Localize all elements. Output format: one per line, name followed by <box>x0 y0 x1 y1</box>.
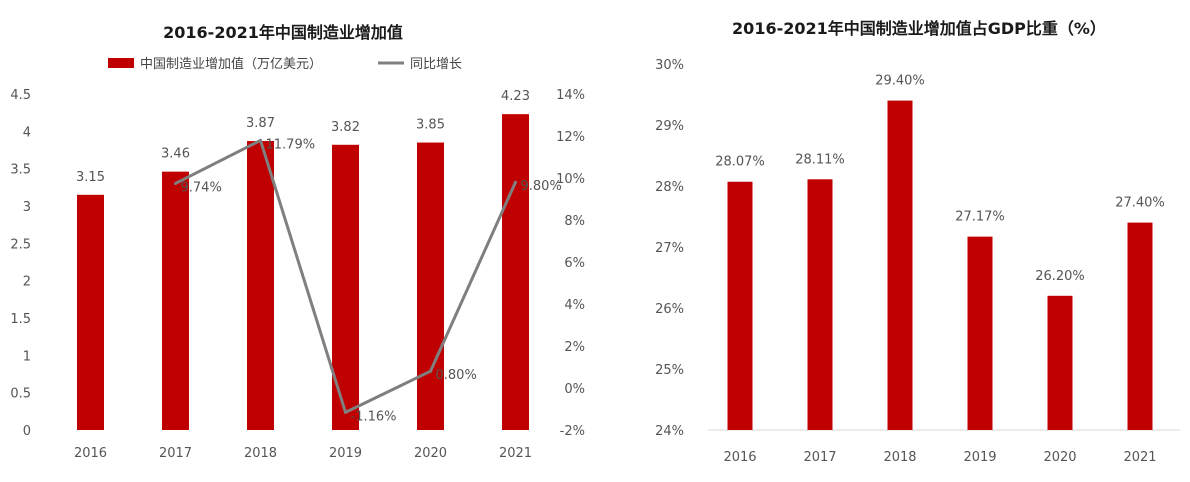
x-tick-label: 2016 <box>723 450 756 465</box>
bar <box>807 179 833 430</box>
y-right-tick-label: 2% <box>564 340 585 355</box>
bar-data-label: 29.40% <box>875 74 925 89</box>
y-tick-label: 26% <box>655 302 684 317</box>
x-tick-label: 2020 <box>414 446 447 461</box>
line-point <box>344 410 347 414</box>
bar-data-label: 3.85 <box>416 118 445 133</box>
y-left-tick-label: 0 <box>23 424 31 439</box>
x-tick-label: 2017 <box>159 446 192 461</box>
line-data-label: 0.80% <box>436 368 477 383</box>
bar-data-label: 28.07% <box>715 155 765 170</box>
left-chart-svg: 2016-2021年中国制造业增加值 中国制造业增加值（万亿美元） 同比增长 0… <box>10 23 585 461</box>
x-tick-label: 2018 <box>244 446 277 461</box>
x-tick-label: 2020 <box>1043 450 1076 465</box>
y-right-tick-label: 10% <box>556 172 585 187</box>
x-tick-label: 2019 <box>329 446 362 461</box>
plot-area: 24% 25% 26% 27% 28% 29% 30% 2016 2017 2018 2019 202… <box>655 58 1180 465</box>
x-tick-label: 2019 <box>963 450 996 465</box>
bar-data-label: 27.40% <box>1115 196 1165 211</box>
y-tick-label: 24% <box>655 424 684 439</box>
bar <box>887 100 913 430</box>
legend-bar-swatch <box>108 58 134 68</box>
line-data-label: -1.16% <box>351 409 397 424</box>
plot-area: 0 0.5 1 1.5 2 2.5 3 3.5 4 4.5 -2% 0% 2% 4% 6% 8% 10% 12% 1… <box>10 88 585 461</box>
y-left-tick-label: 2.5 <box>10 237 31 252</box>
legend: 中国制造业增加值（万亿美元） 同比增长 <box>108 56 462 72</box>
y-left-tick-label: 3 <box>23 200 31 215</box>
chart-title: 2016-2021年中国制造业增加值占GDP比重（%） <box>732 19 1106 38</box>
y-tick-label: 27% <box>655 241 684 256</box>
y-right-tick-label: 6% <box>564 256 585 271</box>
y-right-tick-label: 8% <box>564 214 585 229</box>
y-right-tick-label: 4% <box>564 298 585 313</box>
y-right-tick-label: 0% <box>564 382 585 397</box>
x-tick-label: 2018 <box>883 450 916 465</box>
bar-data-label: 3.82 <box>331 120 360 135</box>
bar <box>247 141 274 431</box>
y-left-tick-label: 3.5 <box>10 163 31 178</box>
y-left-tick-label: 1 <box>23 349 31 364</box>
x-tick-label: 2016 <box>74 446 107 461</box>
y-tick-label: 28% <box>655 180 684 195</box>
x-tick-label: 2017 <box>803 450 836 465</box>
line-data-label: 9.74% <box>181 180 222 195</box>
line-data-label: 9.80% <box>521 179 562 194</box>
line-point <box>259 138 262 142</box>
bar-data-label: 28.11% <box>795 152 845 167</box>
y-right-tick-label: -2% <box>560 424 585 439</box>
y-tick-label: 25% <box>655 363 684 378</box>
bar-data-label: 3.15 <box>76 170 105 185</box>
y-left-tick-label: 4.5 <box>10 88 31 103</box>
y-right-tick-label: 12% <box>556 130 585 145</box>
bar-data-label: 26.20% <box>1035 269 1085 284</box>
y-tick-label: 30% <box>655 58 684 73</box>
y-left-tick-label: 4 <box>23 125 31 140</box>
x-tick-label: 2021 <box>499 446 532 461</box>
right-chart-svg: 2016-2021年中国制造业增加值占GDP比重（%） 24% 25% 26% 27%… <box>655 19 1180 465</box>
line-point <box>514 180 517 184</box>
y-tick-label: 29% <box>655 119 684 134</box>
bar-data-label: 4.23 <box>501 89 530 104</box>
bar <box>332 144 359 431</box>
bar <box>77 194 104 430</box>
y-right-tick-label: 14% <box>556 88 585 103</box>
bar-data-label: 3.87 <box>246 116 275 131</box>
y-left-tick-label: 0.5 <box>10 387 31 402</box>
bar-data-label: 3.46 <box>161 147 190 162</box>
bar <box>417 142 444 431</box>
bar <box>162 171 189 431</box>
bar <box>727 181 753 430</box>
y-left-tick-label: 2 <box>23 275 31 290</box>
line-point <box>429 369 432 373</box>
bar <box>1127 222 1153 430</box>
chart-title: 2016-2021年中国制造业增加值 <box>163 23 403 42</box>
legend-line-label: 同比增长 <box>410 57 462 72</box>
legend-bar-label: 中国制造业增加值（万亿美元） <box>140 56 322 72</box>
y-left-tick-label: 1.5 <box>10 312 31 327</box>
manufacturing-gdp-share-chart: 2016-2021年中国制造业增加值占GDP比重（%） 24% 25% 26% 27%… <box>600 0 1190 482</box>
bar <box>1047 295 1073 430</box>
bar <box>967 236 993 430</box>
line-point <box>174 181 177 185</box>
x-tick-label: 2021 <box>1123 450 1156 465</box>
manufacturing-value-added-chart: 2016-2021年中国制造业增加值 中国制造业增加值（万亿美元） 同比增长 0… <box>10 23 585 461</box>
bar <box>502 114 529 430</box>
line-data-label: 11.79% <box>266 137 316 152</box>
bar-data-label: 27.17% <box>955 210 1005 225</box>
